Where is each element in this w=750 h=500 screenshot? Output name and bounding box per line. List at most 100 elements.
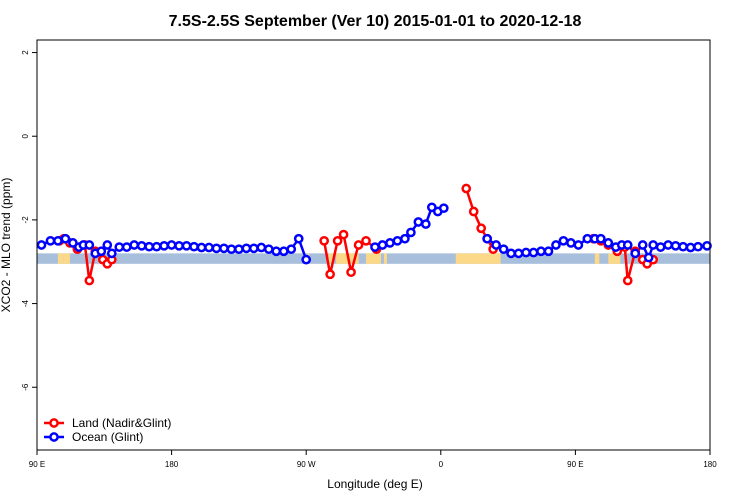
ocean-data-point bbox=[241, 243, 252, 254]
y-tick-label: -2 bbox=[21, 216, 30, 224]
land-ocean-band bbox=[37, 253, 710, 264]
y-tick-label: -6 bbox=[21, 383, 30, 391]
land-data-point bbox=[353, 240, 364, 250]
y-tick-label: 2 bbox=[21, 50, 30, 55]
ocean-data-point bbox=[159, 240, 169, 251]
ocean-data-point bbox=[566, 238, 576, 248]
ocean-data-point bbox=[45, 235, 56, 246]
legend: Land (Nadir&Glint)Ocean (Glint) bbox=[44, 416, 171, 444]
ocean-data-point bbox=[513, 248, 524, 259]
land-data-point bbox=[461, 183, 472, 194]
ocean-data-point bbox=[293, 233, 304, 244]
ocean-data-point bbox=[491, 240, 501, 250]
y-axis-title: XCO2 - MLO trend (ppm) bbox=[0, 178, 13, 313]
land-segment bbox=[383, 253, 387, 264]
x-axis: 90 E 180 90 W 0 90 E 180 bbox=[29, 450, 717, 469]
ocean-data-point bbox=[136, 240, 147, 251]
ocean-data-point bbox=[263, 244, 274, 255]
ocean-data-point bbox=[60, 233, 71, 244]
ocean-data-point bbox=[84, 240, 95, 250]
ocean-data-point bbox=[226, 244, 237, 255]
ocean-data-point bbox=[678, 241, 688, 252]
ocean-data-point bbox=[301, 254, 312, 265]
ocean-data-point bbox=[622, 240, 633, 250]
ocean-data-point bbox=[551, 240, 561, 250]
ocean-data-point bbox=[166, 240, 177, 250]
y-tick-label: 0 bbox=[21, 133, 30, 138]
x-tick-label: 90 W bbox=[297, 460, 316, 469]
ocean-data-point bbox=[420, 219, 431, 229]
land-segment bbox=[594, 253, 600, 264]
land-segment bbox=[366, 253, 381, 264]
ocean-data-point bbox=[196, 242, 207, 253]
ocean-data-point bbox=[189, 241, 199, 252]
land-data-point bbox=[468, 206, 479, 217]
ocean-data-point bbox=[392, 235, 403, 246]
ocean-data-point bbox=[582, 233, 593, 244]
ocean-data-point bbox=[151, 241, 162, 252]
ocean-data-point bbox=[630, 248, 641, 259]
ocean-data-point bbox=[406, 227, 416, 238]
ocean-data-point bbox=[219, 243, 229, 254]
land-data-point bbox=[346, 267, 356, 278]
ocean-data-point bbox=[528, 247, 539, 258]
ocean-data-point bbox=[400, 233, 410, 244]
ocean-data-point bbox=[204, 242, 214, 253]
ocean-data-point bbox=[256, 242, 267, 253]
chart-title: 7.5S-2.5S September (Ver 10) 2015-01-01 … bbox=[169, 13, 582, 30]
ocean-data-point bbox=[648, 240, 659, 250]
ocean-data-point bbox=[129, 240, 140, 250]
ocean-data-point bbox=[693, 241, 703, 252]
land-data-point bbox=[325, 269, 335, 280]
ocean-data-point bbox=[603, 238, 614, 248]
ocean-data-point bbox=[413, 217, 424, 227]
x-tick-label: 90 E bbox=[567, 460, 583, 469]
x-axis-title: Longitude (deg E) bbox=[327, 477, 422, 491]
ocean-data-point bbox=[482, 233, 493, 244]
ocean-data-point bbox=[655, 242, 666, 252]
ocean-data-point bbox=[670, 240, 681, 251]
ocean-data-point bbox=[102, 240, 113, 250]
ocean-data-point bbox=[174, 240, 184, 251]
land-segment bbox=[455, 253, 501, 264]
ocean-data-point bbox=[211, 243, 222, 254]
series-layer bbox=[36, 183, 712, 286]
land-segment bbox=[328, 253, 334, 264]
ocean-data-point bbox=[663, 240, 673, 250]
ocean-data-point bbox=[536, 246, 546, 257]
land-data-point bbox=[319, 235, 329, 246]
ocean-data-point bbox=[558, 235, 569, 246]
x-tick-label: 180 bbox=[703, 460, 717, 469]
ocean-data-point bbox=[271, 246, 282, 257]
ocean-data-point bbox=[498, 244, 509, 255]
land-data-point bbox=[476, 223, 487, 234]
ocean-data-point bbox=[36, 240, 47, 250]
ocean-data-point bbox=[506, 248, 516, 259]
x-tick-label: 90 E bbox=[29, 460, 45, 469]
legend-ocean-label: Ocean (Glint) bbox=[72, 430, 143, 444]
ocean-data-point bbox=[643, 252, 654, 263]
ocean-data-point bbox=[121, 242, 132, 252]
ocean-data-point bbox=[377, 240, 388, 250]
land-segment bbox=[608, 253, 621, 264]
land-data-point bbox=[622, 275, 633, 286]
ocean-data-point bbox=[96, 246, 107, 257]
land-data-point bbox=[338, 229, 349, 240]
legend-land-marker bbox=[49, 418, 59, 428]
ocean-data-point bbox=[106, 248, 117, 259]
ocean-data-point bbox=[234, 244, 244, 255]
ocean-data-point bbox=[521, 247, 531, 258]
ocean-data-point bbox=[702, 240, 712, 251]
ocean-data-point bbox=[385, 238, 395, 248]
y-axis: 2 0 -2 -4 -6 bbox=[21, 50, 37, 391]
x-tick-label: 0 bbox=[439, 460, 444, 469]
land-segment bbox=[60, 253, 64, 264]
ocean-data-point bbox=[685, 242, 696, 253]
y-tick-label: -4 bbox=[21, 299, 30, 307]
land-data-point bbox=[332, 235, 343, 246]
ocean-data-point bbox=[595, 233, 606, 244]
ocean-data-point bbox=[181, 240, 192, 251]
legend-land-label: Land (Nadir&Glint) bbox=[72, 416, 171, 430]
ocean-data-point bbox=[573, 240, 584, 250]
